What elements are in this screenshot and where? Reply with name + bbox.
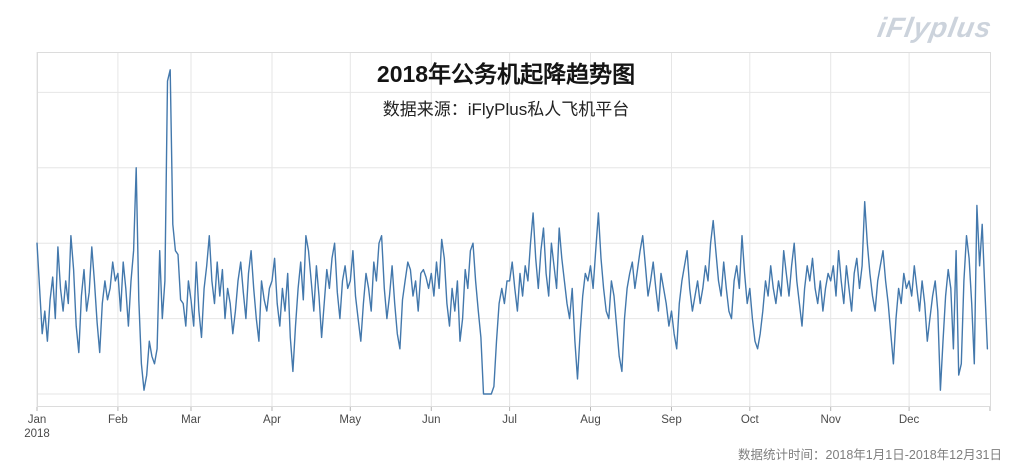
iflyplus-logo: iFlyplus (875, 12, 995, 43)
trend-chart: Jan Feb Mar Apr May Jun Jul Aug Sep Oct Nov Dec 2018 (24, 52, 991, 440)
stats-period-caption: 数据统计时间：2018年1月1日-2018年12月31日 (738, 448, 1002, 462)
x-axis-tick-label: Jun (422, 414, 441, 426)
x-axis-tick-label: Sep (661, 414, 681, 426)
x-axis-tick-label: Aug (580, 414, 600, 426)
x-axis-tick-label: Mar (181, 414, 201, 426)
x-axis-tick-label: Feb (108, 414, 128, 426)
trend-line (36, 69, 989, 395)
x-axis-tick-label: Dec (899, 414, 920, 426)
x-axis-tick-label: May (339, 414, 361, 426)
plot-border (37, 52, 991, 407)
x-axis-year-label: 2018 (24, 428, 50, 440)
trend-chart-canvas: Jan Feb Mar Apr May Jun Jul Aug Sep Oct Nov Dec 2018 (24, 52, 991, 440)
x-axis-tick-label: Oct (741, 414, 760, 426)
x-axis-tick-label: Apr (263, 414, 281, 426)
x-axis-tick-label: Jan (28, 414, 47, 426)
x-axis-tick-label: Jul (502, 414, 517, 426)
x-axis-tick-label: Nov (820, 414, 841, 426)
